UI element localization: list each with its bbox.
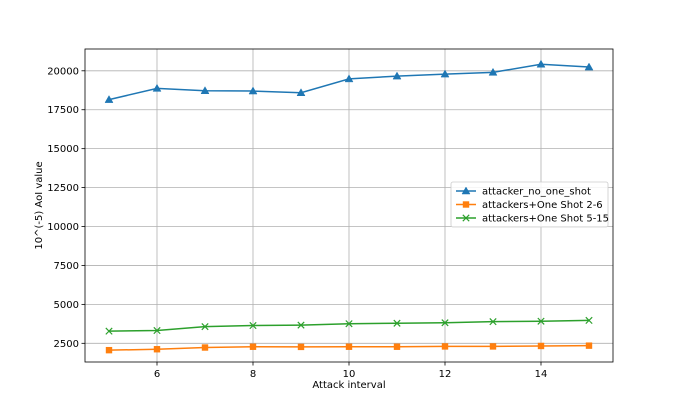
data-point — [105, 327, 113, 335]
legend-label: attackers+One Shot 2-6 — [482, 200, 603, 211]
data-point — [249, 343, 257, 350]
data-point — [441, 319, 449, 327]
data-point — [201, 323, 209, 331]
data-point — [297, 343, 305, 351]
x-marker-stroke — [297, 321, 305, 329]
data-point — [584, 62, 594, 71]
data-point — [105, 346, 113, 354]
x-marker-stroke — [393, 319, 401, 327]
data-point — [249, 321, 257, 330]
data-point — [296, 88, 306, 97]
data-point — [440, 69, 450, 78]
x-marker-stroke — [345, 320, 353, 328]
x-marker-stroke — [105, 327, 113, 335]
data-point — [344, 74, 354, 83]
data-point — [537, 342, 545, 350]
legend-item: attackers+One Shot 2-6 — [456, 200, 603, 211]
data-point — [441, 343, 449, 350]
data-point — [153, 326, 161, 335]
legend-marker — [462, 214, 470, 222]
y-axis-label: 10^(-5) AoI value — [34, 161, 45, 249]
axis-ticks: 6 8 10 12 14 2500 5000 7500 10000 12500 15000 17500… — [47, 66, 547, 380]
y-tick-label: 15000 — [47, 144, 79, 155]
x-marker-stroke — [153, 326, 161, 335]
data-point — [104, 95, 114, 103]
data-point — [153, 346, 161, 353]
data-point — [489, 343, 497, 350]
y-tick-label: 10000 — [47, 222, 79, 233]
x-tick-label: 14 — [535, 369, 548, 380]
x-marker-stroke — [249, 321, 257, 330]
x-marker-stroke — [462, 214, 470, 222]
y-tick-label: 12500 — [47, 183, 79, 194]
y-tick-label: 20000 — [47, 66, 79, 77]
x-marker-stroke — [441, 319, 449, 327]
x-marker-stroke — [489, 318, 497, 326]
legend-label: attacker_no_one_shot — [482, 187, 591, 198]
x-tick-label: 10 — [343, 369, 356, 380]
data-point — [393, 319, 401, 327]
y-tick-label: 7500 — [54, 261, 79, 272]
legend-item: attackers+One Shot 5-15 — [456, 214, 609, 225]
series-1 — [104, 59, 594, 103]
legend-marker — [461, 186, 471, 195]
series-3 — [105, 316, 593, 335]
x-tick-label: 6 — [154, 369, 160, 380]
y-tick-label: 2500 — [54, 339, 79, 350]
x-tick-label: 12 — [439, 369, 452, 380]
data-point — [393, 343, 401, 350]
data-point — [489, 318, 497, 326]
series-2 — [105, 342, 593, 354]
data-point — [585, 342, 593, 349]
x-marker-stroke — [585, 316, 593, 325]
legend-item: attacker_no_one_shot — [456, 186, 591, 198]
legend: attacker_no_one_shot attackers+One Shot 2… — [450, 181, 609, 228]
data-point — [248, 86, 258, 95]
data-point — [201, 344, 209, 351]
x-marker-stroke — [537, 317, 545, 325]
data-point — [488, 67, 498, 76]
x-marker-stroke — [201, 323, 209, 331]
series-layer — [104, 59, 594, 354]
data-point — [585, 316, 593, 325]
x-axis-label: Attack interval — [312, 380, 385, 391]
x-tick-label: 8 — [250, 369, 256, 380]
data-point — [537, 317, 545, 325]
legend-box — [450, 181, 609, 228]
data-point — [152, 83, 162, 92]
data-point — [297, 321, 305, 329]
data-point — [392, 71, 402, 80]
data-point — [345, 343, 353, 350]
data-point — [536, 59, 546, 68]
y-tick-label: 17500 — [47, 105, 79, 116]
legend-label: attackers+One Shot 5-15 — [482, 214, 609, 225]
legend-marker — [462, 201, 470, 208]
data-point — [200, 86, 210, 94]
y-tick-label: 5000 — [54, 300, 79, 311]
data-point — [345, 320, 353, 328]
